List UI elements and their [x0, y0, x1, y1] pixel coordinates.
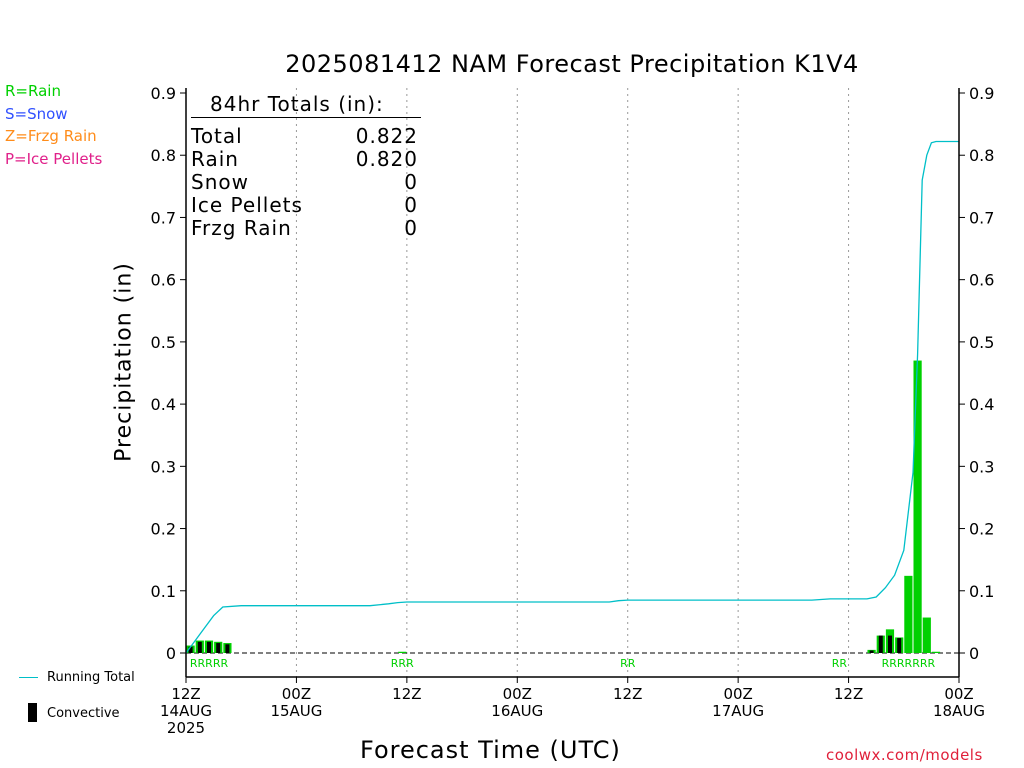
labels-layer: 0 00.1 0.10.2 0.20.3 0.30.4 0.40.5 0.50.6 0.60.…: [151, 84, 995, 737]
ice-pellets-value: 0: [404, 193, 418, 217]
convective-bar: [216, 643, 221, 653]
legend-snow: S=Snow: [5, 105, 68, 123]
rain-bar: [922, 617, 931, 653]
convective-bar: [869, 650, 874, 653]
x-tick-label: 12Z: [171, 685, 200, 703]
convective-bar: [897, 638, 902, 653]
axes-layer: [180, 88, 965, 683]
rain-value: 0.820: [355, 147, 418, 171]
x-tick-label: 15AUG: [270, 702, 322, 720]
y-tick-label-left: 0.4: [151, 395, 176, 414]
x-tick-label: 12Z: [834, 685, 863, 703]
site-credit: coolwx.com/models: [826, 746, 983, 764]
rain-label: Rain: [191, 147, 239, 171]
y-tick-label-right: 0.2: [969, 520, 994, 539]
precip-type-marker: RR: [832, 657, 848, 670]
legend-ice-pellets: P=Ice Pellets: [5, 150, 103, 168]
y-tick-label-left: 0.8: [151, 146, 176, 165]
x-tick-label: 12Z: [613, 685, 642, 703]
y-tick-label-right: 0.7: [969, 208, 994, 227]
snow-label: Snow: [191, 170, 249, 194]
legend-freezing-rain: Z=Frzg Rain: [5, 127, 97, 145]
convective-bar: [188, 646, 193, 653]
x-tick-label: 00Z: [503, 685, 532, 703]
y-tick-label-right: 0: [969, 644, 979, 663]
line-layer: [185, 140, 959, 654]
x-tick-label: 12Z: [392, 685, 421, 703]
convective-swatch: [28, 703, 37, 722]
y-tick-label-left: 0.9: [151, 84, 176, 103]
precip-type-marker: RRR: [391, 657, 414, 670]
rain-bar: [931, 651, 941, 653]
y-tick-label-right: 0.4: [969, 395, 994, 414]
y-tick-label-right: 0.9: [969, 84, 994, 103]
totals-underline: [191, 117, 421, 118]
chart-title: 2025081412 NAM Forecast Precipitation K1…: [285, 50, 859, 78]
grid-layer: [186, 88, 959, 677]
x-tick-label: 16AUG: [491, 702, 543, 720]
precip-type-marker: RRRRRRR: [882, 657, 936, 670]
y-tick-label-right: 0.3: [969, 457, 994, 476]
precip-type-marker: RRRRR: [190, 657, 229, 670]
running-total-legend-label: Running Total: [47, 670, 135, 685]
y-tick-label-left: 0.7: [151, 208, 176, 227]
x-tick-label: 18AUG: [933, 702, 985, 720]
convective-bar: [887, 635, 892, 653]
y-tick-label-right: 0.6: [969, 271, 994, 290]
y-tick-label-left: 0.2: [151, 520, 176, 539]
rain-bar: [913, 360, 922, 653]
y-tick-label-right: 0.1: [969, 582, 994, 601]
convective-bar: [207, 641, 212, 653]
rain-bar: [904, 575, 913, 653]
x-tick-label: 00Z: [282, 685, 311, 703]
ice-pellets-label: Ice Pellets: [191, 193, 303, 217]
snow-value: 0: [404, 170, 418, 194]
total-label: Total: [191, 124, 243, 148]
convective-bar: [878, 635, 883, 653]
y-tick-label-left: 0.6: [151, 271, 176, 290]
x-axis-label: Forecast Time (UTC): [360, 736, 621, 764]
bars-layer: [186, 360, 941, 653]
legend-rain: R=Rain: [5, 82, 61, 100]
x-tick-label: 2025: [167, 719, 205, 737]
frzg-rain-value: 0: [404, 216, 418, 240]
y-tick-label-left: 0: [166, 644, 176, 663]
y-tick-label-right: 0.5: [969, 333, 994, 352]
x-tick-label: 00Z: [723, 685, 752, 703]
total-value: 0.822: [355, 124, 418, 148]
precip-type-marker: RR: [620, 657, 636, 670]
x-tick-label: 14AUG: [160, 702, 212, 720]
convective-bar: [225, 644, 230, 653]
rain-bar: [398, 651, 407, 653]
convective-legend-label: Convective: [47, 706, 120, 721]
y-tick-label-left: 0.1: [151, 582, 176, 601]
convective-bar: [197, 641, 202, 653]
running-total-swatch: [19, 677, 38, 678]
y-tick-label-left: 0.3: [151, 457, 176, 476]
y-tick-label-left: 0.5: [151, 333, 176, 352]
x-tick-label: 00Z: [944, 685, 973, 703]
y-tick-label-right: 0.8: [969, 146, 994, 165]
x-tick-label: 17AUG: [712, 702, 764, 720]
totals-header: 84hr Totals (in):: [210, 92, 384, 116]
running-total-line: [185, 140, 959, 654]
frzg-rain-label: Frzg Rain: [191, 216, 292, 240]
